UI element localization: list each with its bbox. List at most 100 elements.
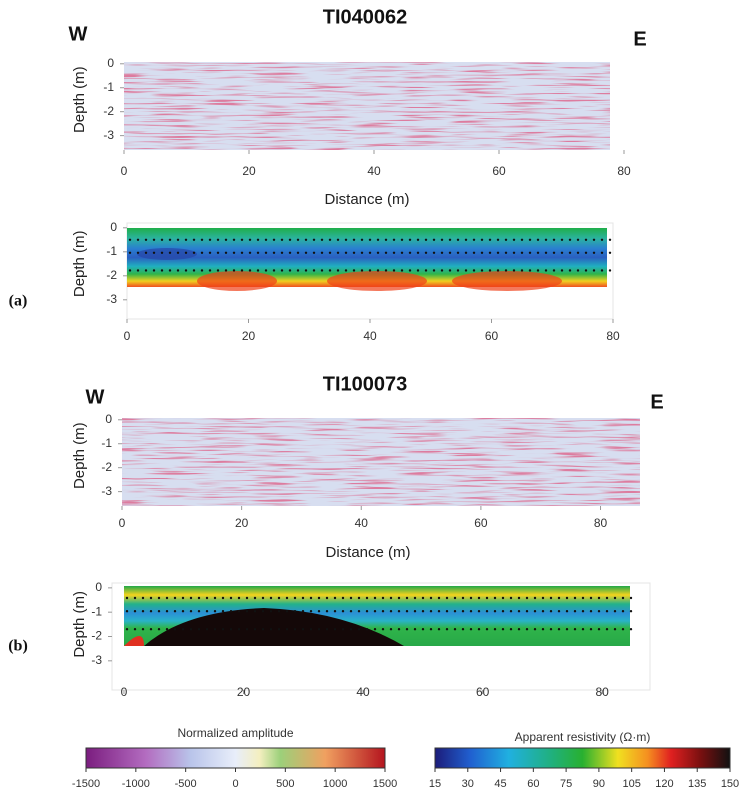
electrode-dot [613, 596, 617, 600]
electrode-dot [416, 238, 420, 241]
electrode-dot [285, 628, 289, 631]
electrode-dot [485, 596, 489, 600]
electrode-dot [253, 610, 257, 613]
colorbar-tick-label: 1500 [373, 778, 397, 790]
electrode-dot [309, 596, 313, 600]
electrode-dot [232, 238, 236, 241]
electrode-dot [128, 251, 132, 254]
electrode-dot [608, 269, 612, 272]
electrode-dot [269, 596, 273, 600]
electrode-dot [573, 596, 577, 600]
electrode-dot [397, 596, 401, 600]
electrode-dot [301, 596, 305, 600]
colorbar-tick-label: 135 [688, 778, 706, 790]
colorbar-tick-label: 0 [232, 778, 238, 790]
electrode-dot [405, 628, 409, 631]
electrode-dot [189, 596, 193, 600]
electrode-dot [501, 610, 505, 613]
electrode-dot [581, 628, 585, 631]
electrode-dot [157, 628, 161, 631]
y-axis-label: Depth (m) [71, 230, 88, 297]
electrode-dot [413, 610, 417, 613]
electrode-dot [437, 628, 441, 631]
electrode-dot [184, 238, 188, 241]
electrode-dot [509, 596, 513, 600]
electrode-dot [592, 269, 596, 272]
electrode-dot [517, 610, 521, 613]
x-tick-label: 40 [356, 685, 370, 699]
y-tick-label: -2 [106, 268, 117, 282]
electrode-dot [269, 610, 273, 613]
electrode-dot [549, 596, 553, 600]
electrode-dot [589, 596, 593, 600]
electrode-dot [597, 596, 601, 600]
y-tick-label: -1 [101, 436, 112, 450]
electrode-dot [440, 251, 444, 254]
electrode-dot [312, 269, 316, 272]
electrode-dot [357, 596, 361, 600]
electrode-dot [205, 628, 209, 631]
colorbar-tick-label: 15 [429, 778, 441, 790]
electrode-dot [629, 610, 633, 613]
electrode-dot [528, 238, 532, 241]
y-axis-label: Depth (m) [71, 422, 88, 489]
electrode-dot [576, 238, 580, 241]
electrode-dot [560, 238, 564, 241]
electrode-dot [392, 251, 396, 254]
electrode-dot [504, 238, 508, 241]
electrode-dot [592, 251, 596, 254]
electrode-dot [136, 238, 140, 241]
electrode-dot [200, 238, 204, 241]
electrode-dot [501, 628, 505, 631]
electrode-dot [373, 628, 377, 631]
electrode-dot [149, 610, 153, 613]
electrode-dot [152, 238, 156, 241]
electrode-dot [464, 269, 468, 272]
electrode-dot [165, 596, 169, 600]
electrode-dot [557, 628, 561, 631]
electrode-dot [317, 628, 321, 631]
electrode-dot [208, 269, 212, 272]
electrode-dot [461, 628, 465, 631]
electrode-dot [536, 251, 540, 254]
electrode-dot [464, 251, 468, 254]
electrode-dot [368, 251, 372, 254]
y-axis-label: Depth (m) [71, 591, 88, 658]
electrode-dot [213, 596, 217, 600]
electrode-dot [437, 596, 441, 600]
electrode-dot [488, 251, 492, 254]
electrode-dot [600, 238, 604, 241]
electrode-dot [240, 251, 244, 254]
electrode-dot [360, 238, 364, 241]
electrode-dot [568, 251, 572, 254]
electrode-dot [584, 238, 588, 241]
electrode-dot [144, 269, 148, 272]
electrode-dot [397, 610, 401, 613]
electrode-dot [200, 251, 204, 254]
electrode-dot [520, 251, 524, 254]
electrode-dot [285, 596, 289, 600]
electrode-dot [296, 251, 300, 254]
electrode-dot [320, 238, 324, 241]
electrode-dot [424, 251, 428, 254]
electrode-dot [488, 269, 492, 272]
electrode-dot [349, 596, 353, 600]
y-tick-label: -1 [91, 604, 102, 618]
electrode-dot [128, 238, 132, 241]
electrode-dot [512, 238, 516, 241]
electrode-dot [253, 596, 257, 600]
electrode-dot [440, 238, 444, 241]
electrode-dot [613, 628, 617, 631]
electrode-dot [368, 238, 372, 241]
electrode-dot [192, 251, 196, 254]
electrode-dot [272, 238, 276, 241]
colorbar-tick-label: 105 [622, 778, 640, 790]
y-tick-label: -2 [101, 460, 112, 474]
electrode-dot [277, 628, 281, 631]
electrode-dot [224, 251, 228, 254]
electrode-dot [197, 610, 201, 613]
electrode-dot [485, 628, 489, 631]
electrode-dot [456, 238, 460, 241]
electrode-dot [504, 269, 508, 272]
electrode-dot [261, 628, 265, 631]
